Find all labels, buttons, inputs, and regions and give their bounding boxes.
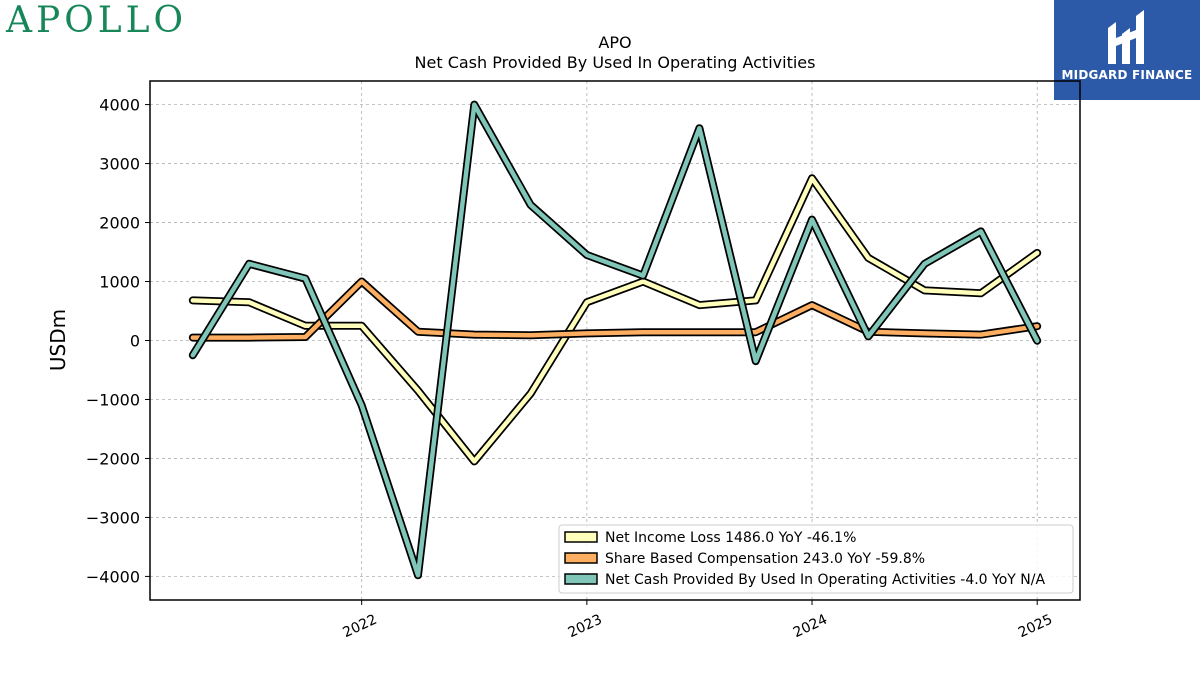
badge-label: MIDGARD FINANCE <box>1061 68 1193 82</box>
midgard-finance-badge: MIDGARD FINANCE <box>1054 0 1200 100</box>
y-tick-label: −3000 <box>86 508 140 527</box>
grid <box>150 81 1080 600</box>
x-tick-label: 2024 <box>791 612 830 642</box>
legend-swatch-2 <box>564 573 598 585</box>
legend: Net Income Loss 1486.0 YoY -46.1% Share B… <box>558 524 1074 594</box>
series-line-2 <box>190 102 1040 578</box>
x-tick-label: 2025 <box>1016 612 1055 642</box>
legend-label-2: Net Cash Provided By Used In Operating A… <box>605 572 1045 588</box>
x-tick-label: 2023 <box>566 612 605 642</box>
x-axis: 2022 2023 2024 2025 <box>340 600 1055 641</box>
y-axis-label: USDm <box>46 309 70 371</box>
chart-subtitle: Net Cash Provided By Used In Operating A… <box>415 53 816 72</box>
y-axis: 4000 3000 2000 1000 0 −1000 −2000 −3000 −4000 <box>86 96 150 586</box>
series-line-1 <box>190 279 1040 340</box>
legend-box <box>558 524 1074 594</box>
midgard-logo-icon <box>1108 10 1144 64</box>
series-line-0 <box>190 176 1040 464</box>
y-tick-label: 3000 <box>99 155 140 174</box>
legend-label-1: Share Based Compensation 243.0 YoY -59.8… <box>605 551 925 567</box>
y-tick-label: 2000 <box>99 214 140 233</box>
chart-title: APO <box>598 33 631 52</box>
y-tick-label: −2000 <box>86 449 140 468</box>
legend-swatch-1 <box>564 552 598 564</box>
series-outline-2 <box>188 100 1042 580</box>
apollo-logo: APOLLO <box>6 0 188 41</box>
y-tick-label: −1000 <box>86 390 140 409</box>
y-tick-label: 1000 <box>99 273 140 292</box>
y-tick-label: 0 <box>130 332 140 351</box>
x-tick-label: 2022 <box>340 612 379 642</box>
series-layer <box>188 100 1042 580</box>
legend-label-0: Net Income Loss 1486.0 YoY -46.1% <box>605 530 856 546</box>
legend-swatch-0 <box>564 531 598 543</box>
y-tick-label: −4000 <box>86 567 140 586</box>
y-tick-label: 4000 <box>99 96 140 115</box>
